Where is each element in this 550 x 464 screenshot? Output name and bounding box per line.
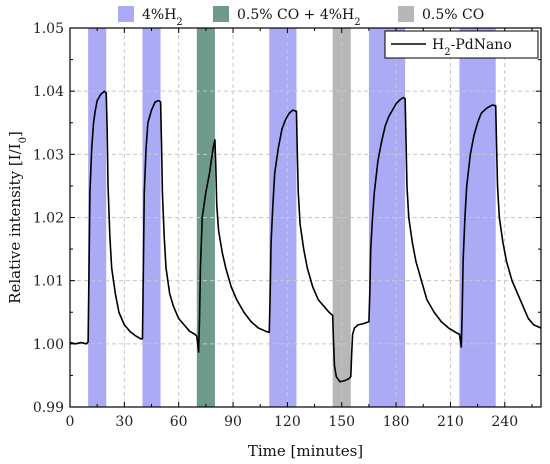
y-tick-label-1: 1.00 <box>33 337 64 353</box>
y-tick-label-6: 1.05 <box>33 21 64 37</box>
exposure-band-1 <box>88 28 107 407</box>
legend-label-3: 0.5% CO <box>422 7 484 23</box>
x-tick-label-120: 120 <box>274 414 301 430</box>
y-tick-label-5: 1.04 <box>33 84 64 100</box>
legend-swatch-1 <box>118 6 134 22</box>
data-line-layer <box>69 90 542 383</box>
x-tick-label-150: 150 <box>328 414 355 430</box>
series-line-1 <box>69 90 542 383</box>
x-tick-label-90: 90 <box>224 414 242 430</box>
y-tick-label-4: 1.03 <box>33 147 64 163</box>
y-axis-label: Relative intensity [I/I0] <box>6 131 29 304</box>
y-tick-label-2: 1.01 <box>33 274 64 290</box>
legends: 4%H2 0.5% CO + 4%H2 0.5% CO H2-PdNano <box>118 6 539 59</box>
legend-swatch-3 <box>398 6 414 22</box>
y-tick-label-3: 1.02 <box>33 211 64 227</box>
x-tick-label-0: 0 <box>66 414 75 430</box>
x-tick-label-210: 210 <box>437 414 464 430</box>
x-tick-label-240: 240 <box>491 414 518 430</box>
x-tick-label-180: 180 <box>383 414 410 430</box>
series-legend-label: H2-PdNano <box>432 37 512 58</box>
exposure-band-2 <box>142 28 161 407</box>
axis-labels: 0 30 60 90 120 150 180 210 240 0.99 1.00 1.01 1.02 1.… <box>6 21 518 460</box>
x-tick-label-30: 30 <box>115 414 133 430</box>
legend-swatch-2 <box>213 6 229 22</box>
x-tick-label-60: 60 <box>170 414 188 430</box>
legend-label-1: 4%H2 <box>142 7 183 28</box>
y-tick-label-0: 0.99 <box>33 400 64 416</box>
legend-label-2: 0.5% CO + 4%H2 <box>237 7 361 28</box>
x-axis-label: Time [minutes] <box>248 442 363 460</box>
